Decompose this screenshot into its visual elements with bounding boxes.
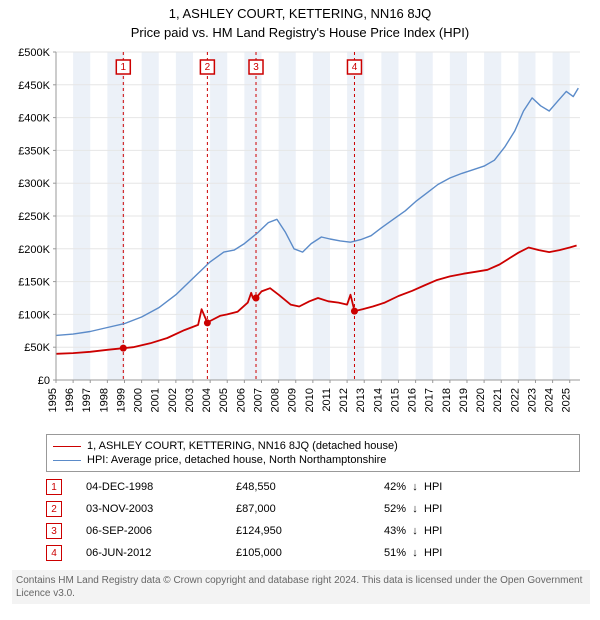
svg-text:2024: 2024 (544, 388, 556, 412)
down-arrow-icon: ↓ (406, 503, 424, 515)
svg-text:1996: 1996 (64, 388, 76, 412)
down-arrow-icon: ↓ (406, 481, 424, 493)
svg-text:2021: 2021 (492, 388, 504, 412)
svg-text:£100K: £100K (18, 309, 50, 321)
legend-label-property: 1, ASHLEY COURT, KETTERING, NN16 8JQ (de… (87, 440, 398, 452)
svg-text:2001: 2001 (150, 388, 162, 412)
svg-text:£150K: £150K (18, 277, 50, 289)
svg-text:2025: 2025 (561, 388, 573, 412)
svg-text:2017: 2017 (424, 388, 436, 412)
tx-ref: HPI (424, 503, 464, 515)
svg-text:2016: 2016 (407, 388, 419, 412)
svg-text:£300K: £300K (18, 178, 50, 190)
svg-text:£350K: £350K (18, 145, 50, 157)
svg-text:2010: 2010 (304, 388, 316, 412)
svg-text:4: 4 (352, 62, 358, 73)
tx-date: 06-JUN-2012 (86, 547, 236, 559)
svg-text:2002: 2002 (167, 388, 179, 412)
tx-price: £87,000 (236, 503, 356, 515)
svg-text:1999: 1999 (115, 388, 127, 412)
svg-text:2009: 2009 (287, 388, 299, 412)
svg-text:2014: 2014 (372, 388, 384, 412)
svg-text:£450K: £450K (18, 80, 50, 92)
svg-text:2004: 2004 (201, 388, 213, 412)
tx-date: 04-DEC-1998 (86, 481, 236, 493)
page-title: 1, ASHLEY COURT, KETTERING, NN16 8JQ (0, 0, 600, 21)
svg-text:3: 3 (253, 62, 259, 73)
svg-text:2015: 2015 (389, 388, 401, 412)
legend-line-property (53, 446, 81, 447)
table-row: 2 03-NOV-2003£87,00052%↓HPI (46, 498, 566, 520)
tx-marker: 4 (46, 545, 62, 561)
tx-pct: 42% (356, 481, 406, 493)
svg-text:£250K: £250K (18, 211, 50, 223)
tx-date: 06-SEP-2006 (86, 525, 236, 537)
svg-text:2: 2 (205, 62, 211, 73)
down-arrow-icon: ↓ (406, 547, 424, 559)
svg-text:2023: 2023 (526, 388, 538, 412)
svg-text:1998: 1998 (98, 388, 110, 412)
svg-text:2020: 2020 (475, 388, 487, 412)
svg-text:2022: 2022 (509, 388, 521, 412)
table-row: 1 04-DEC-1998£48,55042%↓HPI (46, 476, 566, 498)
svg-text:2019: 2019 (458, 388, 470, 412)
svg-text:2008: 2008 (270, 388, 282, 412)
tx-ref: HPI (424, 547, 464, 559)
svg-text:2012: 2012 (338, 388, 350, 412)
price-chart: 1 2 3 4 £0 £50K £100K £150K £200K £250K £300K £350K… (10, 46, 590, 426)
page-subtitle: Price paid vs. HM Land Registry's House … (0, 21, 600, 46)
table-row: 3 06-SEP-2006£124,95043%↓HPI (46, 520, 566, 542)
svg-text:£0: £0 (38, 375, 50, 387)
svg-text:2011: 2011 (321, 388, 333, 412)
svg-text:£200K: £200K (18, 244, 50, 256)
tx-pct: 43% (356, 525, 406, 537)
svg-text:1997: 1997 (81, 388, 93, 412)
legend: 1, ASHLEY COURT, KETTERING, NN16 8JQ (de… (46, 434, 580, 472)
chart-svg: 1 2 3 4 £0 £50K £100K £150K £200K £250K £300K £350K… (10, 46, 590, 426)
tx-price: £105,000 (236, 547, 356, 559)
tx-price: £48,550 (236, 481, 356, 493)
tx-marker: 1 (46, 479, 62, 495)
svg-text:2013: 2013 (355, 388, 367, 412)
tx-date: 03-NOV-2003 (86, 503, 236, 515)
tx-marker: 2 (46, 501, 62, 517)
legend-item-property: 1, ASHLEY COURT, KETTERING, NN16 8JQ (de… (53, 439, 573, 453)
svg-text:2005: 2005 (218, 388, 230, 412)
footer-attribution: Contains HM Land Registry data © Crown c… (12, 570, 590, 604)
tx-ref: HPI (424, 525, 464, 537)
svg-text:2000: 2000 (133, 388, 145, 412)
tx-pct: 51% (356, 547, 406, 559)
legend-label-hpi: HPI: Average price, detached house, Nort… (87, 454, 386, 466)
svg-text:1: 1 (121, 62, 127, 73)
svg-text:1995: 1995 (47, 388, 59, 412)
svg-text:2007: 2007 (252, 388, 264, 412)
legend-item-hpi: HPI: Average price, detached house, Nort… (53, 453, 573, 467)
svg-text:£400K: £400K (18, 113, 50, 125)
svg-text:£500K: £500K (18, 47, 50, 59)
down-arrow-icon: ↓ (406, 525, 424, 537)
legend-line-hpi (53, 460, 81, 461)
table-row: 4 06-JUN-2012£105,00051%↓HPI (46, 542, 566, 564)
tx-price: £124,950 (236, 525, 356, 537)
tx-ref: HPI (424, 481, 464, 493)
tx-pct: 52% (356, 503, 406, 515)
transaction-table: 104-DEC-1998£48,55042%↓HPI203-NOV-2003£8… (46, 476, 566, 564)
tx-marker: 3 (46, 523, 62, 539)
svg-text:£50K: £50K (24, 342, 50, 354)
svg-text:2003: 2003 (184, 388, 196, 412)
svg-text:2006: 2006 (235, 388, 247, 412)
svg-text:2018: 2018 (441, 388, 453, 412)
